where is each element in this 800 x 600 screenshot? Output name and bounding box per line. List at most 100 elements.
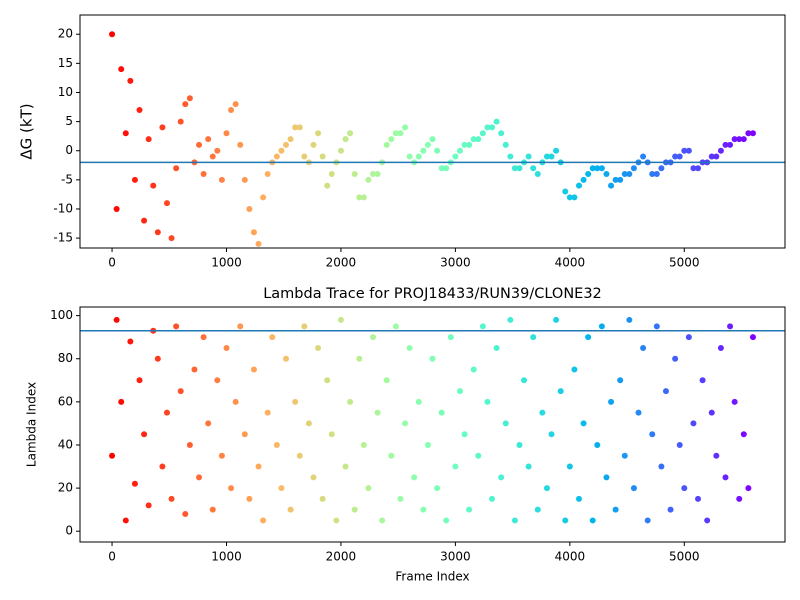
data-point: [443, 517, 450, 524]
data-point: [218, 176, 225, 183]
data-point: [704, 517, 711, 524]
x-tick-label: 5000: [669, 550, 700, 564]
data-point: [315, 130, 322, 137]
data-point: [196, 474, 203, 481]
data-point: [200, 171, 207, 178]
data-point: [255, 240, 262, 247]
data-point: [685, 334, 692, 341]
x-tick-label: 4000: [555, 550, 586, 564]
data-point: [475, 136, 482, 143]
y-tick-label: 20: [58, 27, 73, 41]
data-point: [232, 101, 239, 108]
data-point: [525, 463, 532, 470]
data-point: [424, 441, 431, 448]
data-point: [278, 147, 285, 154]
data-point: [182, 101, 189, 108]
data-point: [360, 441, 367, 448]
data-point: [209, 153, 216, 160]
data-point: [154, 355, 161, 362]
data-point: [136, 106, 143, 113]
data-point: [470, 366, 477, 373]
data-point: [223, 344, 230, 351]
data-point: [479, 130, 486, 137]
data-point: [695, 165, 702, 172]
data-point: [717, 147, 724, 154]
data-point: [159, 124, 166, 131]
data-point: [539, 409, 546, 416]
data-point: [402, 124, 409, 131]
data-point: [369, 334, 376, 341]
data-point: [548, 153, 555, 160]
data-point: [319, 153, 326, 160]
data-point: [250, 366, 257, 373]
data-point: [287, 136, 294, 143]
data-point: [740, 431, 747, 438]
data-point: [676, 441, 683, 448]
data-point: [411, 474, 418, 481]
data-point: [315, 344, 322, 351]
data-point: [543, 485, 550, 492]
data-point: [296, 452, 303, 459]
data-point: [434, 147, 441, 154]
data-point: [658, 463, 665, 470]
data-point: [708, 409, 715, 416]
data-point: [264, 409, 271, 416]
data-point: [205, 136, 212, 143]
data-point: [113, 316, 120, 323]
data-point: [727, 141, 734, 148]
data-point: [237, 323, 244, 330]
y-tick-label: -10: [53, 201, 73, 215]
data-point: [521, 377, 528, 384]
data-point: [388, 136, 395, 143]
data-point: [406, 153, 413, 160]
chart-title: Lambda Trace for PROJ18433/RUN39/CLONE32: [263, 286, 602, 302]
data-point: [507, 153, 514, 160]
data-point: [530, 334, 537, 341]
data-point: [511, 165, 518, 172]
data-point: [621, 452, 628, 459]
data-point: [109, 452, 116, 459]
data-point: [113, 205, 120, 212]
data-point: [580, 176, 587, 183]
data-point: [489, 495, 496, 502]
data-point: [392, 323, 399, 330]
data-point: [699, 377, 706, 384]
data-point: [740, 136, 747, 143]
data-point: [534, 506, 541, 513]
data-point: [489, 124, 496, 131]
data-point: [662, 388, 669, 395]
data-point: [649, 431, 656, 438]
data-point: [122, 517, 129, 524]
data-point: [630, 165, 637, 172]
data-point: [443, 165, 450, 172]
data-point: [406, 344, 413, 351]
data-point: [745, 485, 752, 492]
data-point: [722, 474, 729, 481]
data-point: [434, 485, 441, 492]
data-point: [598, 323, 605, 330]
data-point: [186, 95, 193, 102]
data-point: [603, 171, 610, 178]
data-point: [415, 153, 422, 160]
data-point: [228, 106, 235, 113]
data-point: [516, 441, 523, 448]
x-tick-label: 0: [108, 256, 116, 270]
data-point: [255, 463, 262, 470]
data-point: [502, 141, 509, 148]
data-point: [589, 517, 596, 524]
data-point: [420, 147, 427, 154]
y-tick-label: 0: [65, 524, 73, 538]
data-point: [136, 377, 143, 384]
y-axis-label: Lambda Index: [25, 382, 39, 467]
data-point: [580, 420, 587, 427]
data-point: [177, 388, 184, 395]
data-point: [466, 506, 473, 513]
data-point: [612, 506, 619, 513]
data-point: [296, 124, 303, 131]
x-tick-label: 3000: [440, 550, 471, 564]
data-point: [708, 153, 715, 160]
data-point: [626, 171, 633, 178]
data-point: [397, 495, 404, 502]
data-point: [122, 130, 129, 137]
data-point: [511, 517, 518, 524]
